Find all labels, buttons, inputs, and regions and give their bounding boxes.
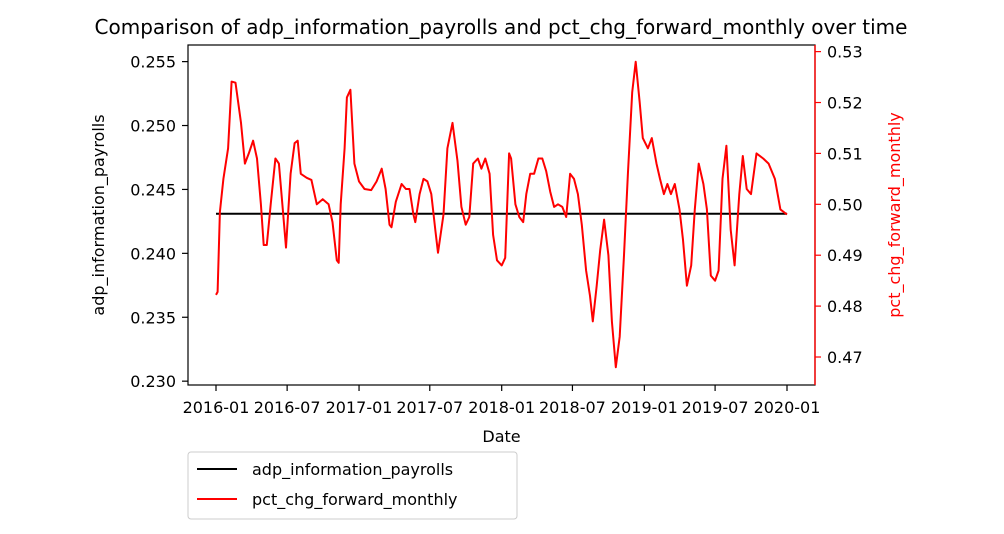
y-left-tick-label: 0.240 <box>130 244 176 263</box>
x-tick-label: 2019-01 <box>611 398 678 417</box>
y-right-tick-label: 0.50 <box>827 195 863 214</box>
y-right-tick-label: 0.51 <box>827 144 863 163</box>
legend-label-adp-information-payrolls: adp_information_payrolls <box>252 460 453 480</box>
y-axis-right: 0.47 0.48 0.49 0.50 0.51 0.52 0.53 <box>814 43 863 385</box>
x-tick-label: 2017-01 <box>326 398 393 417</box>
y-right-tick-label: 0.49 <box>827 246 863 265</box>
x-tick-label: 2016-01 <box>183 398 250 417</box>
x-tick-label: 2017-07 <box>396 398 463 417</box>
x-tick-label: 2016-07 <box>254 398 321 417</box>
y-left-tick-label: 0.245 <box>130 180 176 199</box>
x-tick-label: 2018-01 <box>468 398 535 417</box>
x-tick-label: 2018-07 <box>539 398 606 417</box>
x-tick-label: 2019-07 <box>682 398 749 417</box>
y-left-tick-label: 0.230 <box>130 372 176 391</box>
y-right-tick-label: 0.53 <box>827 43 863 62</box>
legend: adp_information_payrolls pct_chg_forward… <box>187 451 518 520</box>
chart-title: Comparison of adp_information_payrolls a… <box>95 15 908 39</box>
y-left-tick-label: 0.255 <box>130 53 176 72</box>
y-right-tick-label: 0.47 <box>827 348 863 367</box>
y-axis-right-label: pct_chg_forward_monthly <box>885 112 905 318</box>
x-tick-label: 2020-01 <box>754 398 821 417</box>
x-axis: 2016-01 2016-07 2017-01 2017-07 2018-01 2018-… <box>183 385 821 417</box>
y-axis-left: 0.230 0.235 0.240 0.245 0.250 0.255 <box>130 53 188 391</box>
y-right-tick-label: 0.48 <box>827 297 863 316</box>
legend-label-pct-chg-forward-monthly: pct_chg_forward_monthly <box>252 490 458 510</box>
series-line-pct-chg-forward-monthly <box>215 60 788 369</box>
y-axis-left-label: adp_information_payrolls <box>89 114 109 315</box>
y-right-tick-label: 0.52 <box>827 94 863 113</box>
y-left-tick-label: 0.235 <box>130 308 176 327</box>
legend-frame <box>187 451 518 520</box>
y-left-tick-label: 0.250 <box>130 117 176 136</box>
x-axis-label: Date <box>482 427 520 446</box>
series-layer <box>215 60 788 369</box>
